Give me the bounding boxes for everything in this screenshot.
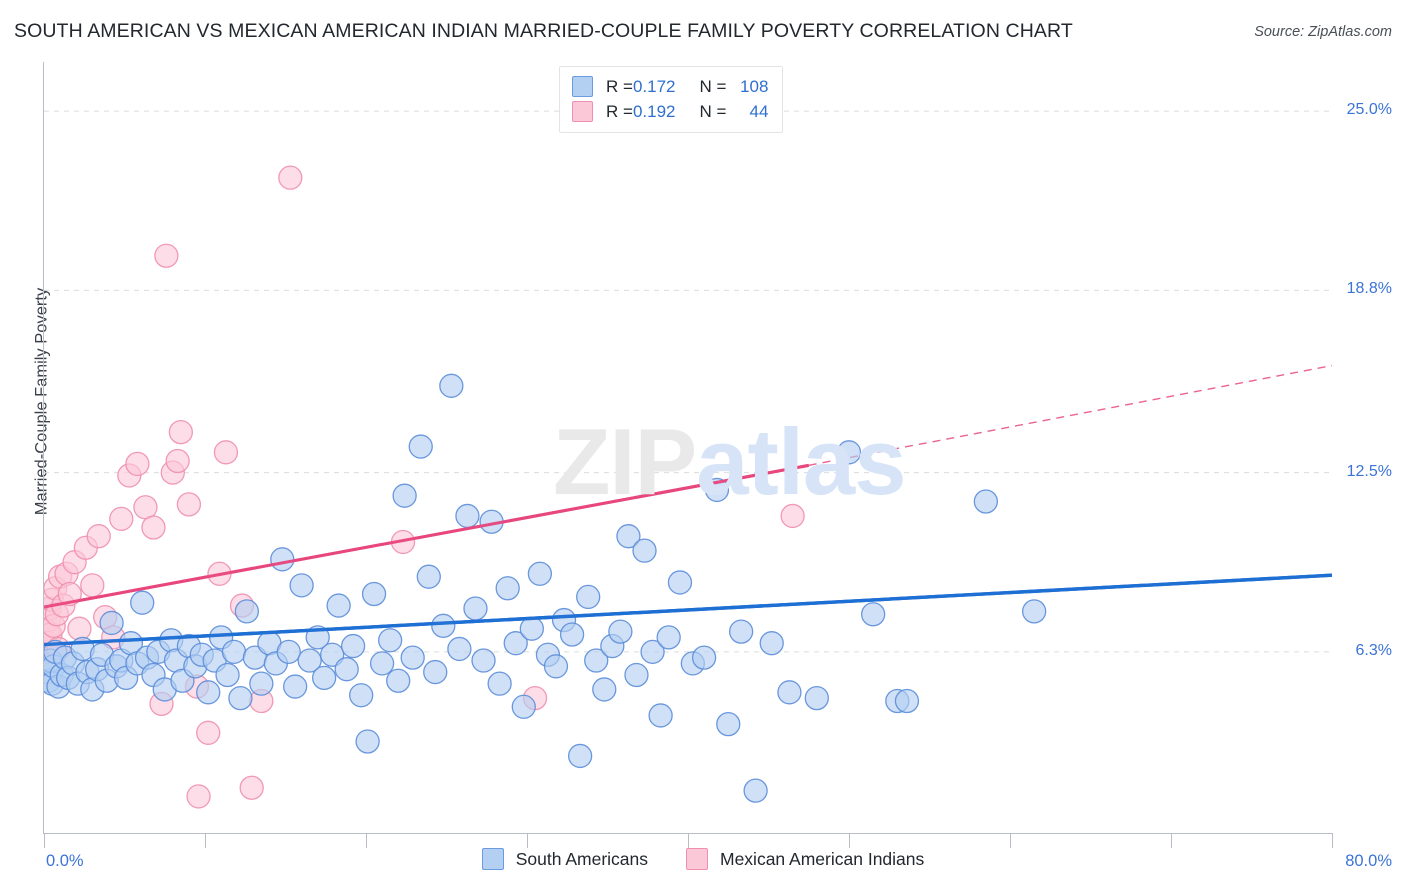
x-tick-mark — [688, 834, 689, 848]
stats-legend: R = 0.172 N = 108 R = 0.192 N = 44 — [559, 66, 784, 133]
plot-area — [44, 62, 1332, 834]
legend-label-south-americans: South Americans — [515, 848, 648, 869]
x-tick-mark — [205, 834, 206, 848]
r-value-pink: 0.192 — [632, 101, 676, 121]
x-tick-mark — [1332, 834, 1333, 848]
n-label-blue: N = — [699, 76, 727, 96]
scatter-svg — [44, 110, 1332, 809]
y-tick-label: 25.0% — [1346, 101, 1392, 119]
x-tick-mark — [44, 834, 45, 848]
page-title: SOUTH AMERICAN VS MEXICAN AMERICAN INDIA… — [14, 20, 1073, 42]
y-tick-label: 6.3% — [1355, 641, 1392, 659]
y-tick-label: 12.5% — [1346, 462, 1392, 480]
stats-swatch-blue — [572, 76, 593, 97]
r-value-blue: 0.172 — [632, 76, 676, 96]
x-tick-mark — [1171, 834, 1172, 848]
x-tick-label-max: 80.0% — [1345, 852, 1392, 870]
x-tick-mark — [527, 834, 528, 848]
n-label-pink: N = — [699, 101, 727, 121]
x-tick-mark — [1010, 834, 1011, 848]
series-legend: South Americans Mexican American Indians — [0, 848, 1406, 870]
stats-row-mexican-american-indians: R = 0.192 N = 44 — [572, 99, 768, 124]
x-tick-mark — [849, 834, 850, 848]
legend-label-mexican-american-indians: Mexican American Indians — [720, 848, 925, 869]
x-tick-mark — [366, 834, 367, 848]
y-tick-label: 18.8% — [1346, 280, 1392, 298]
x-axis-line — [44, 833, 1333, 835]
scatter-series-south-americans — [44, 373, 1047, 803]
stats-row-south-americans: R = 0.172 N = 108 — [572, 74, 768, 99]
legend-item-south-americans[interactable]: South Americans — [481, 848, 648, 870]
y-axis-line — [43, 62, 45, 834]
legend-swatch-blue — [481, 848, 504, 870]
r-label-pink: R = — [606, 101, 633, 121]
n-value-pink: 44 — [749, 101, 769, 121]
n-value-blue: 108 — [740, 76, 769, 96]
source-label: Source: ZipAtlas.com — [1254, 24, 1392, 40]
r-label-blue: R = — [606, 76, 633, 96]
stats-swatch-pink — [572, 101, 593, 122]
legend-item-mexican-american-indians[interactable]: Mexican American Indians — [686, 848, 924, 870]
legend-swatch-pink — [686, 848, 708, 870]
x-tick-label-min: 0.0% — [46, 852, 84, 870]
